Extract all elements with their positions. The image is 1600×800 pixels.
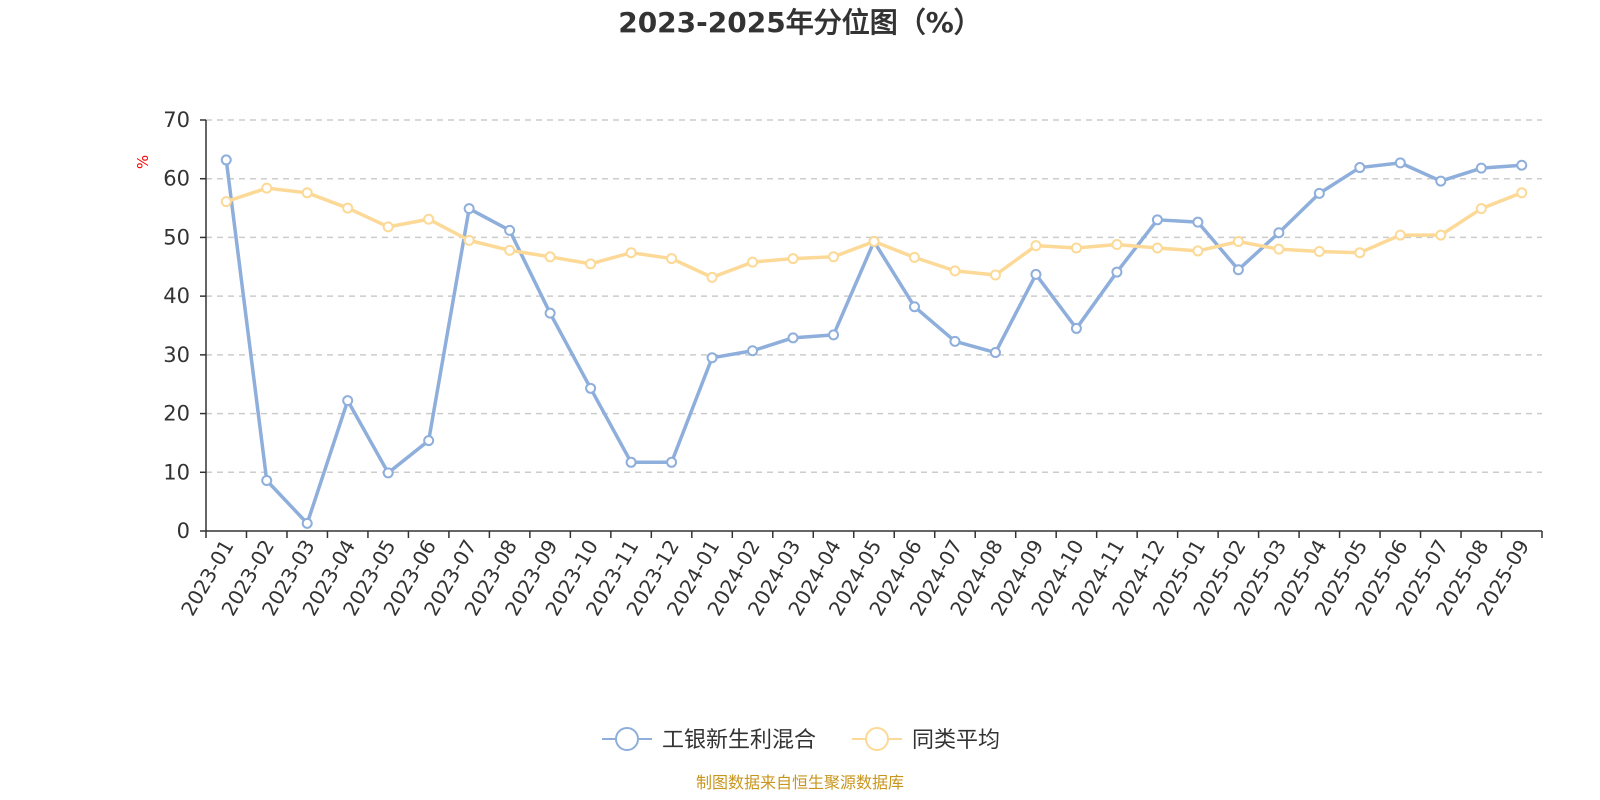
y-axis-unit: %: [134, 155, 152, 169]
data-point[interactable]: [1394, 229, 1406, 241]
data-point[interactable]: [382, 221, 394, 233]
data-point[interactable]: [220, 196, 232, 208]
data-point[interactable]: [1030, 240, 1042, 252]
y-axis-ticks: 0 10 20 30 40 50 60 70: [163, 108, 206, 543]
data-point[interactable]: [261, 182, 273, 194]
legend-marker: [615, 727, 639, 751]
data-point[interactable]: [1070, 242, 1082, 254]
legend-marker: [865, 727, 889, 751]
data-point[interactable]: [747, 256, 759, 268]
data-point[interactable]: [423, 213, 435, 225]
data-point[interactable]: [1273, 227, 1285, 239]
data-point[interactable]: [1354, 162, 1366, 174]
data-point[interactable]: [463, 203, 475, 215]
data-point[interactable]: [1273, 243, 1285, 255]
data-point[interactable]: [1151, 214, 1163, 226]
data-point[interactable]: [1111, 266, 1123, 278]
data-point[interactable]: [666, 253, 678, 265]
chart-title: 2023-2025年分位图（%）: [618, 6, 982, 39]
x-axis-ticks: 2023-012023-022023-032023-042023-052023-…: [176, 531, 1543, 620]
data-point[interactable]: [220, 154, 232, 166]
data-point[interactable]: [787, 253, 799, 265]
data-point[interactable]: [1111, 238, 1123, 250]
data-point[interactable]: [908, 301, 920, 313]
data-point[interactable]: [585, 382, 597, 394]
data-point[interactable]: [949, 335, 961, 347]
y-tick-label: 0: [177, 519, 190, 543]
data-point[interactable]: [1475, 203, 1487, 215]
legend: 工银新生利混合 同类平均: [602, 727, 1000, 753]
data-point[interactable]: [989, 347, 1001, 359]
data-point[interactable]: [989, 269, 1001, 281]
data-point[interactable]: [625, 247, 637, 259]
data-point[interactable]: [1151, 242, 1163, 254]
data-point[interactable]: [342, 202, 354, 214]
y-tick-label: 30: [163, 343, 190, 367]
data-point[interactable]: [1516, 159, 1528, 171]
data-point[interactable]: [625, 456, 637, 468]
data-point[interactable]: [1354, 247, 1366, 259]
legend-label: 同类平均: [912, 728, 1000, 753]
data-point[interactable]: [1232, 236, 1244, 248]
data-point[interactable]: [1030, 268, 1042, 280]
data-point[interactable]: [463, 234, 475, 246]
y-tick-label: 70: [163, 108, 190, 132]
axes: [205, 120, 1542, 532]
legend-item-2[interactable]: 同类平均: [852, 727, 1000, 753]
data-point[interactable]: [504, 244, 516, 256]
data-point[interactable]: [1313, 246, 1325, 258]
data-point[interactable]: [787, 332, 799, 344]
data-point[interactable]: [301, 187, 313, 199]
data-point[interactable]: [1516, 187, 1528, 199]
data-source-note: 制图数据来自恒生聚源数据库: [696, 773, 904, 792]
data-point[interactable]: [908, 251, 920, 263]
data-point[interactable]: [1313, 187, 1325, 199]
data-point[interactable]: [301, 517, 313, 529]
data-point[interactable]: [1475, 162, 1487, 174]
series-2: [220, 182, 1528, 283]
data-point[interactable]: [1435, 175, 1447, 187]
series-line: [224, 159, 1522, 526]
data-point[interactable]: [504, 224, 516, 236]
data-point[interactable]: [1394, 157, 1406, 169]
data-point[interactable]: [1232, 264, 1244, 276]
data-point[interactable]: [828, 251, 840, 263]
y-tick-label: 20: [163, 402, 190, 426]
y-tick-label: 60: [163, 167, 190, 191]
legend-item-1[interactable]: 工银新生利混合: [602, 727, 816, 753]
data-point[interactable]: [544, 307, 556, 319]
y-tick-label: 10: [163, 460, 190, 484]
data-point[interactable]: [868, 236, 880, 248]
data-point[interactable]: [828, 329, 840, 341]
data-point[interactable]: [1192, 216, 1204, 228]
data-point[interactable]: [261, 475, 273, 487]
series-line: [225, 186, 1523, 280]
grid-lines: [206, 119, 1542, 474]
data-point[interactable]: [423, 435, 435, 447]
legend-label: 工银新生利混合: [662, 728, 816, 753]
data-point[interactable]: [1435, 229, 1447, 241]
data-point[interactable]: [382, 467, 394, 479]
data-point[interactable]: [1070, 322, 1082, 334]
data-point[interactable]: [747, 345, 759, 357]
data-point[interactable]: [585, 258, 597, 270]
data-point[interactable]: [1192, 245, 1204, 257]
data-point[interactable]: [706, 271, 718, 283]
data-point[interactable]: [544, 251, 556, 263]
data-point[interactable]: [706, 352, 718, 364]
series-lines: [220, 154, 1528, 529]
y-tick-label: 50: [163, 225, 190, 249]
data-point[interactable]: [949, 265, 961, 277]
data-point[interactable]: [342, 395, 354, 407]
data-point[interactable]: [666, 456, 678, 468]
y-tick-label: 40: [163, 284, 190, 308]
